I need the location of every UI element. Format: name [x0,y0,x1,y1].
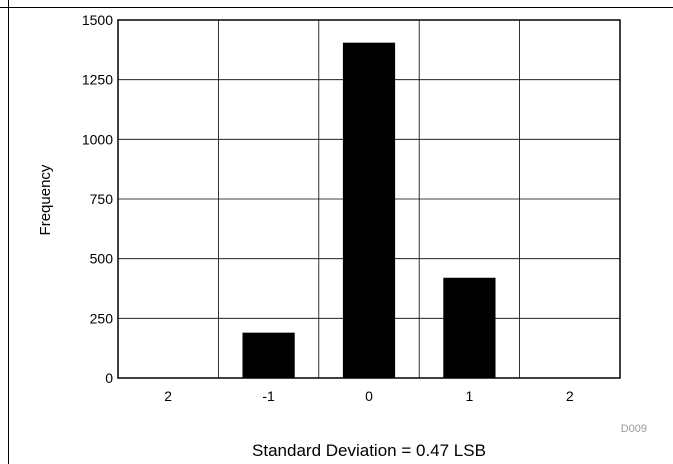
x-tick-label: 1 [466,388,474,404]
bars [242,42,496,378]
y-tick-label: 750 [90,191,114,207]
bar [242,332,295,378]
x-tick-label: -1 [262,388,275,404]
y-tick-labels: 0 250 500 750 1000 1250 1500 [82,12,113,386]
y-tick-label: 0 [105,370,113,386]
figure-reference-code: D009 [621,423,647,435]
x-tick-label: 2 [566,388,574,404]
plot-area [117,19,621,379]
bar [443,277,496,378]
x-tick-label: 2 [164,388,172,404]
bar [342,42,396,378]
y-tick-label: 500 [90,251,114,267]
x-tick-label: 0 [365,388,373,404]
plot-border [117,19,621,379]
y-tick-label: 1250 [82,72,113,88]
y-tick-label: 250 [90,310,114,326]
x-tick-labels: 2 -1 0 1 2 [164,388,574,404]
y-tick-label: 1500 [82,12,113,28]
y-axis-label: Frequency [37,164,54,235]
y-tick-label: 1000 [82,131,113,147]
x-axis-label: Standard Deviation = 0.47 LSB [252,441,486,460]
